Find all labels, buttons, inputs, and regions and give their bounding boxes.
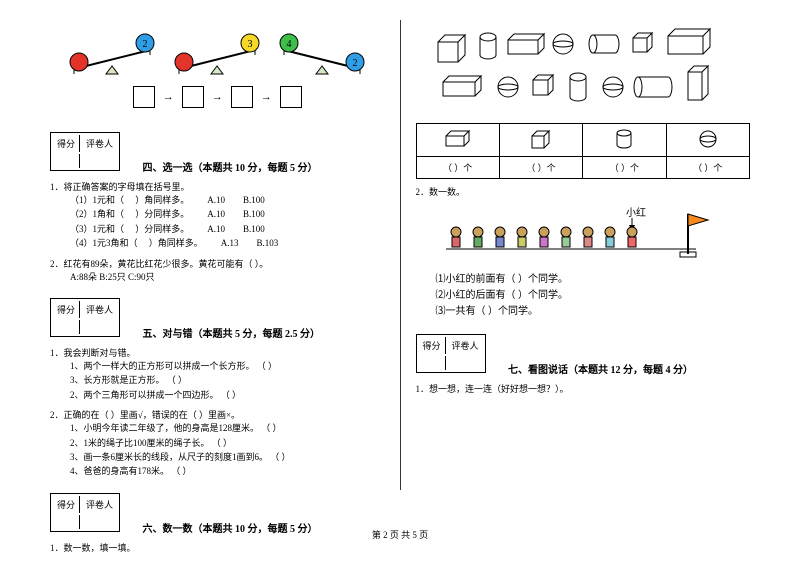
score-label: 得分: [53, 135, 80, 152]
count-blank: （ ）个: [583, 157, 666, 179]
tf-item: 3、画一条6厘米长的线段，从尺子的刻度1画到6。 （ ）: [70, 450, 385, 464]
seesaw-3: 4 2: [272, 26, 372, 76]
cuboid-icon: [416, 124, 499, 157]
arrow-icon: →: [212, 91, 223, 103]
kids-item: ⑴小红的前面有（ ）个同学。: [436, 272, 751, 288]
svg-text:4: 4: [287, 39, 292, 50]
score-box: 得分评卷人: [50, 298, 120, 337]
answer-box-sequence: → → →: [50, 86, 385, 108]
section-7-header: 得分评卷人 七、看图说话（本题共 12 分，每题 4 分）: [416, 320, 751, 376]
column-divider: [400, 20, 401, 490]
arrow-icon: →: [163, 91, 174, 103]
svg-text:小红: 小红: [626, 206, 646, 219]
tf-item: 3、长方形就是正方形。 （ ）: [70, 373, 385, 387]
score-box: 得分评卷人: [416, 334, 486, 373]
q1-opt-line: （1）1元和（ ）角同样多。 A.10 B.100: [70, 193, 385, 207]
count-blank: （ ）个: [666, 157, 749, 179]
sec6-q1-stem: 1．数一数，填一填。: [50, 541, 385, 554]
sec4-q1: 1．将正确答案的字母填在括号里。 （1）1元和（ ）角同样多。 A.10 B.1…: [50, 180, 385, 251]
q1-stem: 1．将正确答案的字母填在括号里。: [50, 180, 385, 193]
section-5-title: 五、对与错（本题共 5 分，每题 2.5 分）: [143, 325, 321, 340]
sec4-q2: 2．红花有89朵，黄花比红花少很多。黄花可能有（ ）。 A:88朵 B:25只 …: [50, 257, 385, 284]
q1-opt-line: （3）1元和（ ）分同样多。 A.10 B.100: [70, 222, 385, 236]
sec5-q1: 1．我会判断对与错。 1、两个一样大的正方形可以拼成一个长方形。 （ ） 3、长…: [50, 346, 385, 402]
count-blank: （ ）个: [416, 157, 499, 179]
right-column: （ ）个 （ ）个 （ ）个 （ ）个 2．数一数。 小红: [406, 20, 761, 490]
count-blank: （ ）个: [499, 157, 582, 179]
tf-item: 2、1米的绳子比100厘米的绳子长。 （ ）: [70, 436, 385, 450]
seesaw-diagram: 2 3 4 2: [50, 26, 385, 76]
arrow-icon: →: [261, 91, 272, 103]
blank-box: [182, 86, 204, 108]
tf-item: 4、爸爸的身高有178米。 （ ）: [70, 464, 385, 478]
svg-text:2: 2: [143, 39, 148, 50]
q1-opt-line: （2）1角和（ ）分同样多。 A.10 B.100: [70, 207, 385, 221]
tf-item: 1、两个一样大的正方形可以拼成一个长方形。 （ ）: [70, 359, 385, 373]
seesaw-1: 2: [62, 26, 162, 76]
section-6-header: 得分评卷人 六、数一数（本题共 10 分，每题 5 分）: [50, 479, 385, 535]
blank-box: [231, 86, 253, 108]
kids-item: ⑵小红的后面有（ ）个同学。: [436, 288, 751, 304]
svg-text:3: 3: [248, 39, 253, 50]
tf-item: 2、两个三角形可以拼成一个四边形。 （ ）: [70, 388, 385, 402]
score-box: 得分评卷人: [50, 493, 120, 532]
cylinder-icon: [583, 124, 666, 157]
q1-opt-line: （4）1元3角和（ ）角同样多。 A.13 B.103: [70, 236, 385, 250]
sphere-icon: [666, 124, 749, 157]
tf-item: 1、小明今年读二年级了，他的身高是128厘米。 （ ）: [70, 421, 385, 435]
left-column: 2 3 4 2 → →: [40, 20, 395, 490]
grader-label: 评卷人: [82, 135, 117, 152]
section-4-title: 四、选一选（本题共 10 分，每题 5 分）: [143, 159, 318, 174]
cube-icon: [499, 124, 582, 157]
sec6-q2-stem: 2．数一数。: [416, 185, 751, 198]
svg-text:2: 2: [353, 58, 358, 69]
sec7-q1: 1．想一想，连一连（好好想一想？）。: [416, 382, 751, 395]
shapes-count-table: （ ）个 （ ）个 （ ）个 （ ）个: [416, 123, 751, 179]
sec6-q2-items: ⑴小红的前面有（ ）个同学。 ⑵小红的后面有（ ）个同学。 ⑶一共有（ ）个同学…: [436, 272, 751, 320]
shapes-field: [428, 22, 738, 117]
blank-box: [280, 86, 302, 108]
page-content: 2 3 4 2 → →: [0, 0, 800, 520]
seesaw-2: 3: [167, 26, 267, 76]
section-4-header: 得分 评卷人 四、选一选（本题共 10 分，每题 5 分）: [50, 118, 385, 174]
sec5-q2: 2．正确的在（ ）里画√，错误的在（ ）里画×。 1、小明今年读二年级了，他的身…: [50, 408, 385, 479]
section-6-title: 六、数一数（本题共 10 分，每题 5 分）: [143, 520, 318, 535]
section-7-title: 七、看图说话（本题共 12 分，每题 4 分）: [508, 361, 693, 376]
kids-diagram: 小红: [436, 206, 751, 264]
blank-box: [133, 86, 155, 108]
kids-item: ⑶一共有（ ）个同学。: [436, 304, 751, 320]
section-5-header: 得分评卷人 五、对与错（本题共 5 分，每题 2.5 分）: [50, 284, 385, 340]
score-box: 得分 评卷人: [50, 132, 120, 171]
